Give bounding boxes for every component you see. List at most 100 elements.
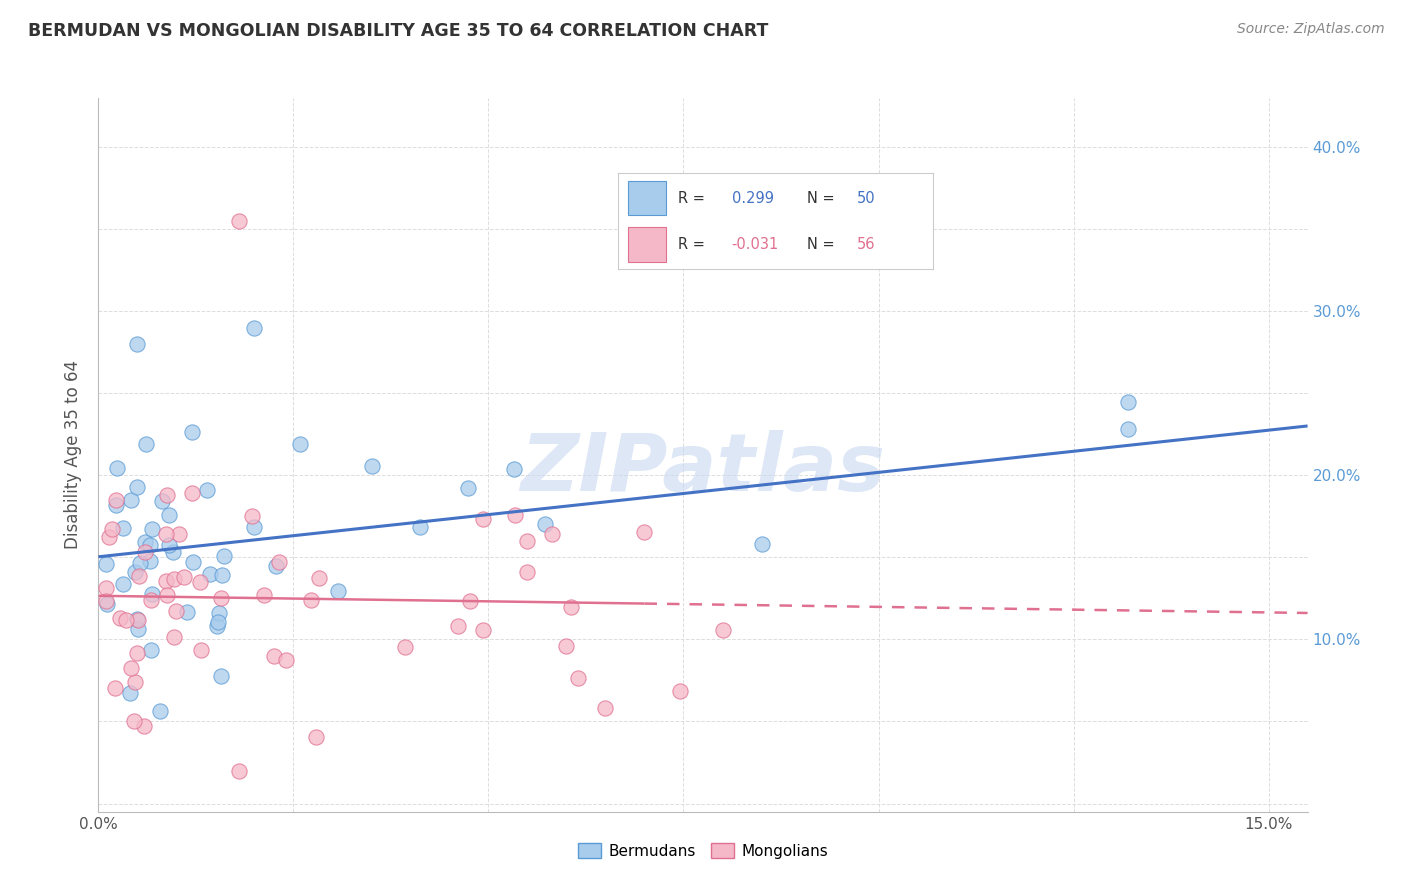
Point (471, 512, 494, 526)
Point (129, 556, 152, 570)
Point (127, 337, 149, 351)
Y-axis label: Disability Age 35 to 64: Disability Age 35 to 64 (65, 360, 83, 549)
Text: ZIPatlas: ZIPatlas (520, 430, 886, 508)
Point (460, 594, 482, 608)
Point (132, 719, 155, 733)
Point (155, 574, 177, 588)
Point (409, 520, 432, 534)
Point (394, 640, 416, 655)
Point (328, 584, 350, 599)
Point (308, 571, 330, 585)
Point (228, 764, 250, 778)
Point (209, 591, 232, 605)
Legend: Bermudans, Mongolians: Bermudans, Mongolians (572, 837, 834, 864)
Point (176, 605, 198, 619)
Point (555, 639, 578, 653)
Point (533, 517, 555, 532)
Point (111, 521, 134, 535)
Point (127, 646, 149, 660)
Point (253, 588, 276, 602)
Point (711, 623, 734, 637)
Text: Source: ZipAtlas.com: Source: ZipAtlas.com (1237, 22, 1385, 37)
Point (97, 530, 120, 544)
Point (173, 570, 195, 584)
Point (180, 425, 202, 440)
Point (111, 577, 134, 591)
Point (96, 581, 118, 595)
Point (503, 462, 526, 476)
Point (105, 498, 128, 512)
Point (108, 611, 131, 625)
Point (207, 615, 229, 630)
Point (127, 480, 149, 494)
Point (135, 437, 157, 451)
Point (211, 567, 233, 582)
Point (595, 700, 617, 714)
Point (163, 573, 186, 587)
Point (633, 525, 655, 540)
Point (209, 669, 232, 683)
Point (139, 593, 162, 607)
Point (751, 537, 773, 551)
Point (157, 508, 180, 523)
Point (472, 624, 495, 638)
Point (290, 437, 312, 451)
Point (560, 600, 582, 615)
Point (188, 574, 211, 589)
Point (242, 508, 264, 523)
Point (669, 684, 692, 698)
Point (263, 648, 285, 663)
Point (181, 555, 204, 569)
Text: BERMUDAN VS MONGOLIAN DISABILITY AGE 35 TO 64 CORRELATION CHART: BERMUDAN VS MONGOLIAN DISABILITY AGE 35 … (28, 22, 769, 40)
Point (169, 526, 191, 541)
Point (96, 558, 118, 572)
Point (118, 685, 141, 699)
Point (195, 483, 218, 498)
Point (163, 630, 186, 644)
Point (134, 535, 156, 549)
Point (141, 587, 163, 601)
Point (127, 611, 149, 625)
Point (141, 643, 163, 657)
Point (156, 588, 179, 602)
Point (516, 566, 538, 580)
Point (139, 554, 162, 568)
Point (516, 534, 538, 549)
Point (243, 320, 266, 334)
Point (361, 459, 384, 474)
Point (457, 481, 479, 495)
Point (124, 675, 146, 690)
Point (100, 522, 122, 536)
Point (165, 604, 187, 618)
Point (128, 568, 150, 582)
Point (190, 642, 212, 657)
Point (162, 545, 184, 559)
Point (105, 461, 128, 475)
Point (150, 493, 173, 508)
Point (541, 527, 564, 541)
Point (276, 652, 298, 666)
Point (207, 619, 229, 633)
Point (115, 613, 138, 627)
Point (1116, 394, 1139, 409)
Point (141, 522, 163, 536)
Point (212, 549, 235, 563)
Point (96, 593, 118, 607)
Point (96, 597, 118, 611)
Point (120, 493, 142, 508)
Point (122, 714, 145, 728)
Point (134, 545, 156, 559)
Point (104, 493, 127, 508)
Point (149, 704, 172, 718)
Point (124, 566, 146, 580)
Point (299, 592, 322, 607)
Point (120, 660, 142, 674)
Point (127, 622, 149, 636)
Point (1116, 422, 1139, 436)
Point (243, 520, 266, 534)
Point (503, 508, 526, 522)
Point (208, 606, 231, 620)
Point (228, 214, 250, 228)
Point (159, 538, 181, 552)
Point (567, 671, 589, 685)
